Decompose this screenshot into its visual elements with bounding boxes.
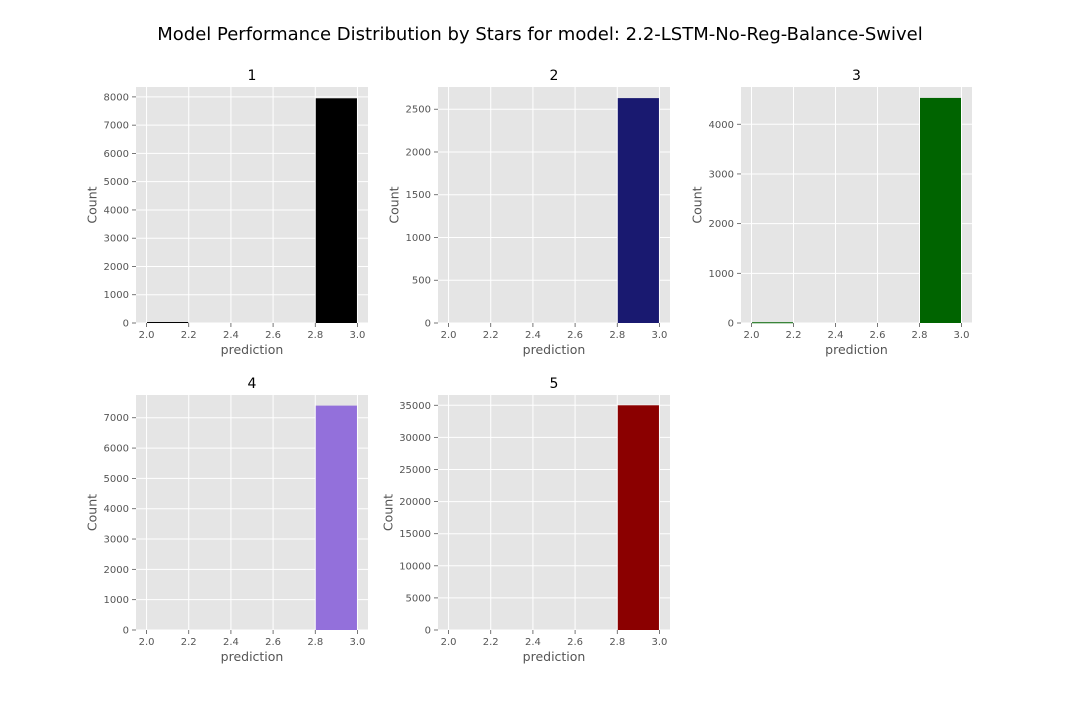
panel-4-y-tick-label: 5000 [104,474,129,485]
panel-5-x-tick-label: 2.4 [525,637,541,648]
panel-5-x-tick-label: 2.2 [483,637,499,648]
panel-2-x-axis-label: prediction [523,342,586,357]
panel-1-bar [315,98,357,323]
panel-3-y-tick-label: 1000 [709,269,734,280]
panel-4-x-tick-label: 2.0 [139,637,155,648]
panel-1-y-axis-label: Count [85,186,100,223]
panel-5-x-axis-label: prediction [523,649,586,664]
panel-2-bar [617,98,659,324]
panel-5-y-tick-label: 0 [425,626,431,637]
panel-5-y-tick-label: 5000 [406,593,431,604]
panel-4-y-tick-label: 4000 [104,504,129,515]
panel-1-y-tick-label: 4000 [104,205,129,216]
panel-5-title: 5 [550,376,559,392]
panel-5-x-tick-label: 2.8 [609,637,625,648]
panel-4-x-tick-label: 2.8 [307,637,323,648]
panel-1-y-tick-label: 8000 [104,92,129,103]
panel-3-y-tick-label: 2000 [709,219,734,230]
panel-2-y-tick-label: 1000 [406,233,431,244]
panel-2-x-tick-label: 2.6 [567,330,583,341]
panel-2-y-tick-label: 2000 [406,147,431,158]
panel-4-title: 4 [248,376,257,392]
panel-4-y-tick-label: 2000 [104,565,129,576]
panel-1-bar [147,322,189,324]
panel-4-y-tick-label: 3000 [104,535,129,546]
panel-1-x-tick-label: 2.0 [139,330,155,341]
panel-5-x-tick-label: 2.6 [567,637,583,648]
panel-2-x-tick-label: 2.2 [483,330,499,341]
panel-5: 2.0 2.2 2.4 2.6 2.8 3.0 0 5000 10000 15000 20000 25… [381,376,670,664]
panel-3: 2.0 2.2 2.4 2.6 2.8 3.0 0 1000 2000 3000 4000 3 pred… [690,68,972,357]
panel-4-x-tick-label: 2.4 [223,637,239,648]
panel-3-y-axis-label: Count [690,186,705,223]
panel-2-x-tick-label: 3.0 [652,330,668,341]
panel-1-y-tick-label: 3000 [104,234,129,245]
panel-1: 2.0 2.2 2.4 2.6 2.8 3.0 0 1000 2000 3000 4000 5000 6… [85,68,368,357]
panel-5-y-tick-label: 25000 [399,465,431,476]
panel-5-y-tick-label: 30000 [399,433,431,444]
panel-5-y-tick-label: 35000 [399,401,431,412]
panel-4-y-tick-label: 1000 [104,595,129,606]
panel-1-x-tick-label: 2.8 [307,330,323,341]
panel-2-x-tick-label: 2.0 [441,330,457,341]
panel-1-y-tick-label: 1000 [104,290,129,301]
panel-1-y-tick-label: 7000 [104,121,129,132]
panel-2: 2.0 2.2 2.4 2.6 2.8 3.0 0 500 1000 1500 2000 2500 2 p… [387,68,670,357]
panel-3-x-tick-label: 3.0 [954,330,970,341]
panel-2-x-tick-label: 2.8 [609,330,625,341]
panel-1-y-tick-label: 5000 [104,177,129,188]
panel-2-x-tick-label: 2.4 [525,330,541,341]
figure-title: Model Performance Distribution by Stars … [157,24,923,45]
panel-5-y-tick-label: 10000 [399,561,431,572]
panel-1-x-tick-label: 2.6 [265,330,281,341]
panel-3-y-tick-label: 0 [728,319,734,330]
panel-1-y-tick-label: 2000 [104,262,129,273]
panel-1-title: 1 [248,68,257,84]
panel-3-x-tick-label: 2.6 [870,330,886,341]
panel-4-y-tick-label: 6000 [104,444,129,455]
panel-4-y-tick-label: 0 [123,626,129,637]
panel-3-x-tick-label: 2.2 [786,330,802,341]
panel-3-x-axis-label: prediction [825,342,888,357]
panel-3-bar [752,322,793,324]
panel-1-x-tick-label: 3.0 [350,330,366,341]
panel-1-y-tick-label: 0 [123,319,129,330]
panel-4-bar [315,405,357,630]
panel-3-x-tick-label: 2.4 [828,330,844,341]
panel-2-y-tick-label: 2500 [406,105,431,116]
panel-2-y-axis-label: Count [387,186,402,223]
panel-4-x-tick-label: 2.6 [265,637,281,648]
panel-2-y-tick-label: 500 [412,276,431,287]
panel-5-y-tick-label: 20000 [399,497,431,508]
panel-3-x-tick-label: 2.8 [912,330,928,341]
panel-2-y-tick-label: 0 [425,319,431,330]
panel-4-y-axis-label: Count [85,494,100,531]
panel-3-title: 3 [852,68,861,84]
panel-5-x-tick-label: 2.0 [441,637,457,648]
panel-4-x-tick-label: 2.2 [181,637,197,648]
panel-3-y-tick-label: 4000 [709,120,734,131]
panel-3-y-tick-label: 3000 [709,169,734,180]
panel-4-x-axis-label: prediction [221,649,284,664]
panel-4: 2.0 2.2 2.4 2.6 2.8 3.0 0 1000 2000 3000 4000 5000 6… [85,376,368,664]
panel-5-x-tick-label: 3.0 [652,637,668,648]
panel-3-x-tick-label: 2.0 [744,330,760,341]
panel-1-y-tick-label: 6000 [104,149,129,160]
panel-2-title: 2 [550,68,559,84]
panel-4-y-tick-label: 7000 [104,413,129,424]
panel-1-x-tick-label: 2.2 [181,330,197,341]
panel-5-bar [617,405,659,630]
panel-1-x-tick-label: 2.4 [223,330,239,341]
panel-2-y-tick-label: 1500 [406,190,431,201]
panel-5-y-axis-label: Count [381,494,396,531]
panel-5-y-tick-label: 15000 [399,529,431,540]
panel-1-x-axis-label: prediction [221,342,284,357]
panel-3-bar [920,97,961,323]
panel-4-x-tick-label: 3.0 [350,637,366,648]
